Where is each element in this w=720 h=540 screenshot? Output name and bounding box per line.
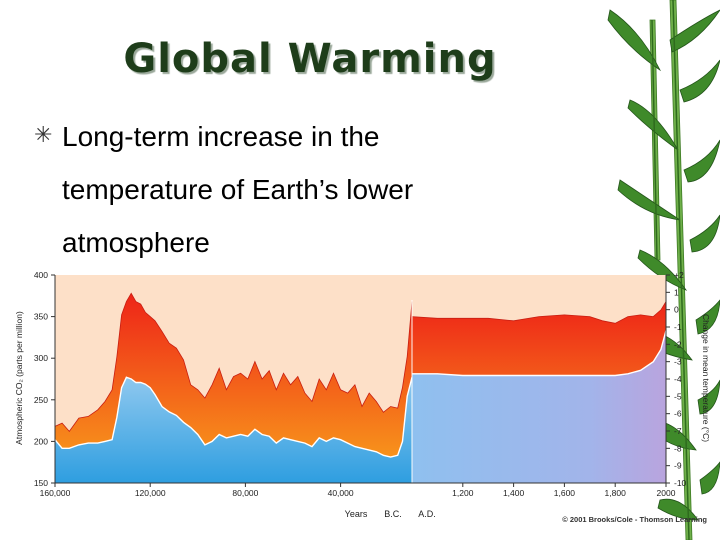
y2-tick-label: -6 bbox=[674, 409, 682, 419]
temperature-line-bc bbox=[54, 376, 413, 458]
x-tick-label: 1,400 bbox=[503, 488, 525, 498]
bullet-text: Long-term increase in the temperature of… bbox=[62, 121, 414, 258]
y-tick-label: 250 bbox=[34, 395, 48, 405]
y2-tick-label: -9 bbox=[674, 461, 682, 471]
x-axis-label: Years bbox=[345, 509, 368, 519]
x-tick-label: 2000 bbox=[657, 488, 676, 498]
temperature-line-ad bbox=[412, 330, 667, 377]
y2-tick-label: -2 bbox=[674, 339, 682, 349]
co2-temperature-chart: 400 350 300 250 200 150 +2 1 0 -1 -2 -3 -4 -5 -6 -7 -8 -9… bbox=[14, 270, 711, 524]
y2-tick-label: -7 bbox=[674, 426, 682, 436]
y-tick-label: 400 bbox=[34, 270, 48, 280]
slide-title: Global Warming bbox=[123, 36, 497, 82]
y2-tick-label: -5 bbox=[674, 391, 682, 401]
y2-tick-label: +2 bbox=[674, 270, 684, 280]
y-axis-label: Atmospheric CO₂ (parts per million) bbox=[14, 311, 24, 445]
temperature-area-ad bbox=[412, 330, 666, 483]
y2-tick-label: -1 bbox=[674, 322, 682, 332]
era-label-ad: A.D. bbox=[418, 509, 436, 519]
era-label-bc: B.C. bbox=[384, 509, 402, 519]
x-tick-label: 80,000 bbox=[232, 488, 258, 498]
asterisk-bullet-icon: ✳ bbox=[34, 122, 53, 147]
y2-tick-label: -8 bbox=[674, 443, 682, 453]
y2-axis-label: Change in mean temperature (°C) bbox=[701, 314, 711, 442]
temperature-area-bc bbox=[55, 377, 412, 483]
bamboo-decoration bbox=[607, 0, 720, 540]
y2-tick-label: -4 bbox=[674, 374, 682, 384]
x-tick-label: 40,000 bbox=[328, 488, 354, 498]
x-tick-label: 1,600 bbox=[554, 488, 576, 498]
y-tick-label: 200 bbox=[34, 436, 48, 446]
co2-line-ad bbox=[411, 301, 667, 324]
y-tick-label: 150 bbox=[34, 478, 48, 488]
y-tick-label: 300 bbox=[34, 353, 48, 363]
y2-tick-label: -3 bbox=[674, 357, 682, 367]
x-tick-label: 1,200 bbox=[452, 488, 474, 498]
x-tick-label: 120,000 bbox=[135, 488, 166, 498]
x-tick-label: 1,800 bbox=[605, 488, 627, 498]
copyright-text: © 2001 Brooks/Cole - Thomson Learning bbox=[562, 515, 707, 524]
x-tick-label: 160,000 bbox=[40, 488, 71, 498]
y2-tick-label: 1 bbox=[674, 287, 679, 297]
y-tick-label: 350 bbox=[34, 312, 48, 322]
co2-line-bc bbox=[54, 292, 413, 433]
y2-tick-label: -10 bbox=[674, 478, 687, 488]
y2-tick-label: 0 bbox=[674, 305, 679, 315]
